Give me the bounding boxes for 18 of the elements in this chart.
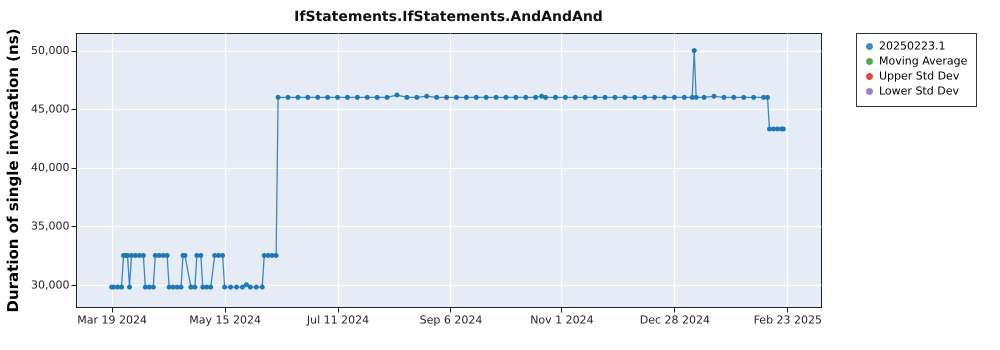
y-tick-label: 30,000	[31, 278, 70, 292]
chart-title: IfStatements.IfStatements.AndAndAnd	[294, 9, 603, 25]
y-tick-label: 35,000	[31, 220, 70, 233]
x-tick-label: Dec 28 2024	[640, 314, 710, 326]
legend-label: Moving Average	[879, 54, 968, 68]
legend-label: Lower Std Dev	[879, 84, 960, 98]
y-tick-label: 40,000	[31, 161, 70, 174]
x-tick-label: Feb 23 2025	[754, 314, 822, 326]
x-tick-label: Jul 11 2024	[306, 314, 370, 326]
x-tick-label: Mar 19 2024	[77, 314, 148, 326]
legend-label: 20250223.1	[879, 40, 946, 52]
x-tick-label: Nov 1 2024	[530, 314, 594, 326]
y-axis-title: Duration of single invocation (ns)	[4, 28, 22, 312]
y-tick-label: 45,000	[31, 102, 70, 116]
legend-label: Upper Std Dev	[879, 70, 960, 82]
y-tick-label: 50,000	[31, 44, 70, 58]
x-tick-label: May 15 2024	[189, 314, 261, 326]
x-tick-label: Sep 6 2024	[420, 314, 482, 326]
